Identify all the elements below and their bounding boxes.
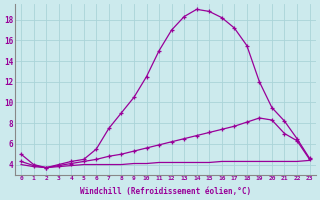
X-axis label: Windchill (Refroidissement éolien,°C): Windchill (Refroidissement éolien,°C) (80, 187, 251, 196)
